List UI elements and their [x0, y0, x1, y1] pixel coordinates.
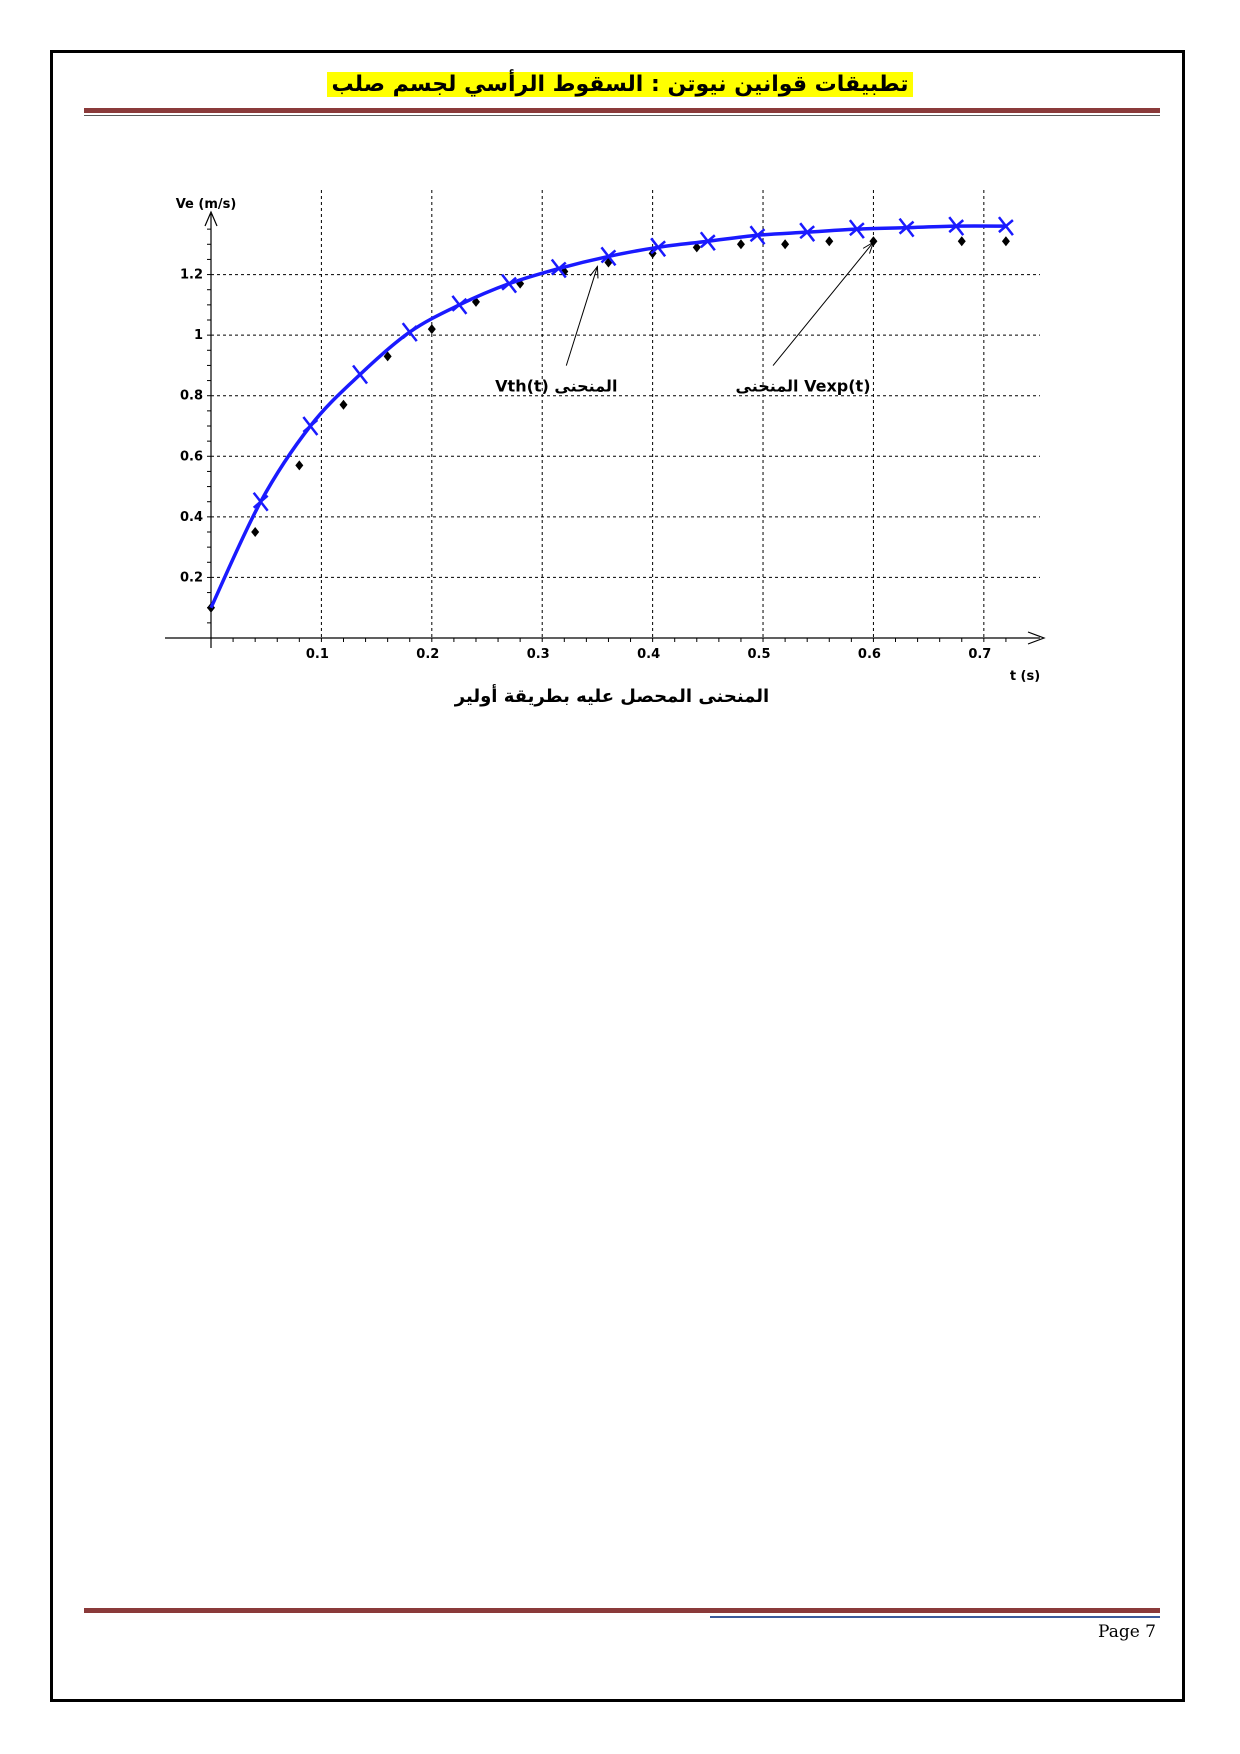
x-tick-label: 0.2 — [416, 647, 439, 662]
vexp-point — [427, 324, 436, 335]
vexp-point — [251, 527, 260, 537]
vth-point — [650, 237, 667, 258]
y-axis-arrow — [204, 210, 218, 227]
chart-axes — [165, 210, 1046, 648]
header-rule — [84, 108, 1160, 113]
vth-cross-stroke — [650, 240, 666, 255]
vth-cross-stroke — [998, 219, 1014, 234]
vth-point — [302, 416, 319, 436]
vth-cross-stroke — [501, 276, 517, 291]
x-tick-label: 0.7 — [968, 647, 991, 662]
annotation-arrow-head — [862, 241, 875, 254]
vexp-point — [339, 399, 348, 410]
footer-rule-thin — [710, 1616, 1160, 1618]
vexp-point — [869, 236, 878, 247]
page-title: تطبيقات قوانين نيوتن : السقوط الرأسي لجس… — [327, 72, 913, 97]
chart-annotations: Vth(t) المنحنى المنحنى Vexp(t) — [495, 241, 875, 396]
vth-point — [799, 222, 816, 242]
vth-cross-stroke — [302, 419, 319, 433]
vth-cross-stroke — [700, 234, 716, 249]
vth-point — [749, 225, 766, 245]
vexp-point — [736, 239, 745, 250]
vth-point — [699, 231, 716, 252]
y-tick-label: 0.4 — [180, 510, 203, 525]
header-rule-thin — [84, 115, 1160, 116]
vexp-point — [957, 236, 966, 247]
vth-cross-stroke — [401, 325, 418, 340]
vth-point — [997, 216, 1014, 236]
vth-cross-stroke — [451, 297, 468, 312]
vth-cross-stroke — [948, 219, 965, 234]
vth-cross-stroke — [600, 249, 617, 264]
vth-point — [948, 216, 965, 236]
vth-point — [848, 219, 865, 239]
page-title-wrap: تطبيقات قوانين نيوتن : السقوط الرأسي لجس… — [0, 72, 1240, 97]
vth-cross-stroke — [352, 367, 368, 382]
chart-caption: المنحنى المحصل عليه بطريقة أولير — [454, 684, 769, 707]
vth-cross-stroke — [749, 228, 766, 243]
vth-point — [600, 246, 617, 267]
vexp-point — [1001, 236, 1010, 247]
vth-point — [401, 322, 418, 342]
vth-cross-stroke — [550, 261, 567, 276]
annotation-arrow — [772, 241, 874, 366]
vth-cross-stroke — [252, 494, 269, 509]
vth-cross-stroke — [898, 220, 915, 235]
y-tick-label: 1.2 — [180, 268, 203, 283]
x-tick-label: 0.4 — [637, 647, 660, 662]
x-axis-arrow — [1027, 631, 1046, 645]
x-axis-label: t (s) — [1010, 669, 1040, 684]
series-vexp — [207, 236, 1010, 613]
page-frame — [50, 50, 1185, 1702]
vth-point — [898, 217, 915, 238]
x-tick-label: 0.6 — [858, 647, 881, 662]
vth-cross-stroke — [799, 225, 816, 240]
x-tick-label: 0.1 — [306, 647, 329, 662]
y-tick-label: 1 — [194, 328, 203, 343]
footer-rule — [84, 1608, 1160, 1613]
vth-cross-stroke — [849, 222, 865, 237]
annotation-arrow-head — [589, 265, 599, 279]
vexp-point — [825, 236, 834, 247]
vth-point — [501, 273, 518, 294]
vth-point — [352, 364, 369, 385]
y-tick-label: 0.6 — [180, 449, 203, 464]
velocity-chart: 0.1 0.2 0.3 0.4 0.5 0.6 0.7 0.2 0.4 0.6 0.8 1 1.2 Vt… — [165, 190, 1046, 707]
page-number: Page 7 — [1098, 1622, 1156, 1642]
vth-curve — [209, 224, 1006, 609]
vth-point — [252, 491, 269, 512]
annotation-label: Vth(t) المنحنى — [495, 377, 617, 396]
annotation-label: المنحنى Vexp(t) — [736, 377, 871, 396]
chart-ticks: 0.1 0.2 0.3 0.4 0.5 0.6 0.7 0.2 0.4 0.6 0.8 1 1.2 — [180, 268, 991, 662]
y-axis-label: Ve (m/s) — [176, 197, 237, 212]
vexp-point — [295, 460, 304, 471]
y-tick-label: 0.8 — [180, 389, 203, 404]
x-tick-label: 0.5 — [748, 647, 771, 662]
vexp-point — [692, 242, 701, 253]
y-tick-label: 0.2 — [180, 570, 203, 585]
vth-point — [451, 295, 468, 315]
vth-point — [550, 258, 567, 279]
chart-grid — [211, 190, 1040, 638]
vexp-point — [781, 239, 790, 250]
x-tick-label: 0.3 — [527, 647, 550, 662]
vexp-point — [383, 351, 392, 362]
series-vth — [209, 216, 1014, 609]
annotation-arrow — [565, 266, 598, 366]
